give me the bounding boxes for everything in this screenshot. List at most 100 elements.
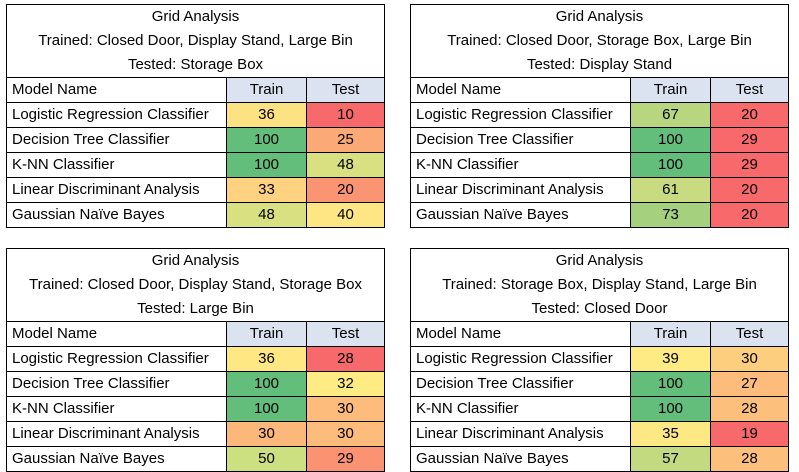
panel-tested-label: Tested: Storage Box <box>6 53 385 78</box>
model-name-cell: K-NN Classifier <box>6 396 227 422</box>
header-train: Train <box>226 321 307 347</box>
table-row: Logistic Regression Classifier 67 20 <box>410 102 789 128</box>
test-score-cell: 25 <box>306 127 385 153</box>
header-test: Test <box>306 321 385 347</box>
model-name-cell: Logistic Regression Classifier <box>6 102 227 128</box>
test-score-cell: 20 <box>710 177 789 203</box>
model-name-cell: Decision Tree Classifier <box>6 127 227 153</box>
panel-tested-label: Tested: Closed Door <box>410 297 789 322</box>
train-score-cell: 36 <box>226 102 307 128</box>
test-score-cell: 30 <box>306 421 385 447</box>
panel-title: Grid Analysis <box>6 248 385 273</box>
test-score-cell: 29 <box>306 446 385 472</box>
table-row: K-NN Classifier 100 28 <box>410 396 789 422</box>
panel-trained-label: Trained: Storage Box, Display Stand, Lar… <box>410 273 789 297</box>
model-name-cell: Linear Discriminant Analysis <box>6 421 227 447</box>
table-header-row: Model Name Train Test <box>6 321 385 347</box>
table-row: Decision Tree Classifier 100 25 <box>6 127 385 153</box>
model-name-cell: K-NN Classifier <box>410 396 631 422</box>
train-score-cell: 73 <box>630 202 711 228</box>
train-score-cell: 48 <box>226 202 307 228</box>
header-model-name: Model Name <box>6 77 227 103</box>
panel-trained-label: Trained: Closed Door, Display Stand, Lar… <box>6 29 385 53</box>
panel-tested-label: Tested: Large Bin <box>6 297 385 322</box>
panel-title: Grid Analysis <box>410 248 789 273</box>
table-header-row: Model Name Train Test <box>6 77 385 103</box>
test-score-cell: 29 <box>710 152 789 178</box>
table-row: Gaussian Naïve Bayes 57 28 <box>410 446 789 472</box>
model-name-cell: Logistic Regression Classifier <box>410 346 631 372</box>
table-row: Decision Tree Classifier 100 27 <box>410 371 789 397</box>
test-score-cell: 28 <box>710 396 789 422</box>
table-row: Decision Tree Classifier 100 32 <box>6 371 385 397</box>
table-row: Logistic Regression Classifier 36 10 <box>6 102 385 128</box>
test-score-cell: 20 <box>710 202 789 228</box>
train-score-cell: 100 <box>630 152 711 178</box>
panel-tested-label: Tested: Display Stand <box>410 53 789 78</box>
model-name-cell: K-NN Classifier <box>410 152 631 178</box>
header-model-name: Model Name <box>410 321 631 347</box>
table-row: Gaussian Naïve Bayes 48 40 <box>6 202 385 228</box>
train-score-cell: 67 <box>630 102 711 128</box>
test-score-cell: 48 <box>306 152 385 178</box>
train-score-cell: 39 <box>630 346 711 372</box>
model-name-cell: K-NN Classifier <box>6 152 227 178</box>
header-test: Test <box>306 77 385 103</box>
table-row: Linear Discriminant Analysis 61 20 <box>410 177 789 203</box>
model-name-cell: Decision Tree Classifier <box>410 371 631 397</box>
train-score-cell: 50 <box>226 446 307 472</box>
train-score-cell: 100 <box>226 371 307 397</box>
panel-large-bin: Grid Analysis Trained: Closed Door, Disp… <box>6 248 385 472</box>
test-score-cell: 30 <box>710 346 789 372</box>
test-score-cell: 40 <box>306 202 385 228</box>
table-row: K-NN Classifier 100 29 <box>410 152 789 178</box>
model-name-cell: Logistic Regression Classifier <box>410 102 631 128</box>
panel-title: Grid Analysis <box>410 4 789 29</box>
header-test: Test <box>710 321 789 347</box>
table-header-row: Model Name Train Test <box>410 77 789 103</box>
table-row: Linear Discriminant Analysis 30 30 <box>6 421 385 447</box>
panel-display-stand: Grid Analysis Trained: Closed Door, Stor… <box>410 4 789 228</box>
test-score-cell: 29 <box>710 127 789 153</box>
table-row: Logistic Regression Classifier 36 28 <box>6 346 385 372</box>
train-score-cell: 57 <box>630 446 711 472</box>
test-score-cell: 28 <box>306 346 385 372</box>
model-name-cell: Linear Discriminant Analysis <box>410 177 631 203</box>
model-name-cell: Decision Tree Classifier <box>6 371 227 397</box>
table-row: K-NN Classifier 100 48 <box>6 152 385 178</box>
test-score-cell: 20 <box>306 177 385 203</box>
model-name-cell: Linear Discriminant Analysis <box>410 421 631 447</box>
test-score-cell: 10 <box>306 102 385 128</box>
table-row: Linear Discriminant Analysis 33 20 <box>6 177 385 203</box>
test-score-cell: 28 <box>710 446 789 472</box>
panel-closed-door: Grid Analysis Trained: Storage Box, Disp… <box>410 248 789 472</box>
table-row: Gaussian Naïve Bayes 50 29 <box>6 446 385 472</box>
header-train: Train <box>630 321 711 347</box>
panel-storage-box: Grid Analysis Trained: Closed Door, Disp… <box>6 4 385 228</box>
train-score-cell: 100 <box>630 371 711 397</box>
test-score-cell: 30 <box>306 396 385 422</box>
table-header-row: Model Name Train Test <box>410 321 789 347</box>
train-score-cell: 33 <box>226 177 307 203</box>
train-score-cell: 100 <box>226 152 307 178</box>
panel-trained-label: Trained: Closed Door, Display Stand, Sto… <box>6 273 385 297</box>
model-name-cell: Gaussian Naïve Bayes <box>410 446 631 472</box>
model-name-cell: Gaussian Naïve Bayes <box>410 202 631 228</box>
header-model-name: Model Name <box>6 321 227 347</box>
header-train: Train <box>630 77 711 103</box>
train-score-cell: 100 <box>226 127 307 153</box>
model-name-cell: Gaussian Naïve Bayes <box>6 446 227 472</box>
table-row: Linear Discriminant Analysis 35 19 <box>410 421 789 447</box>
panel-trained-label: Trained: Closed Door, Storage Box, Large… <box>410 29 789 53</box>
panel-title: Grid Analysis <box>6 4 385 29</box>
train-score-cell: 100 <box>226 396 307 422</box>
train-score-cell: 30 <box>226 421 307 447</box>
table-row: Logistic Regression Classifier 39 30 <box>410 346 789 372</box>
train-score-cell: 100 <box>630 127 711 153</box>
table-row: Decision Tree Classifier 100 29 <box>410 127 789 153</box>
model-name-cell: Linear Discriminant Analysis <box>6 177 227 203</box>
table-row: K-NN Classifier 100 30 <box>6 396 385 422</box>
model-name-cell: Logistic Regression Classifier <box>6 346 227 372</box>
header-train: Train <box>226 77 307 103</box>
train-score-cell: 35 <box>630 421 711 447</box>
